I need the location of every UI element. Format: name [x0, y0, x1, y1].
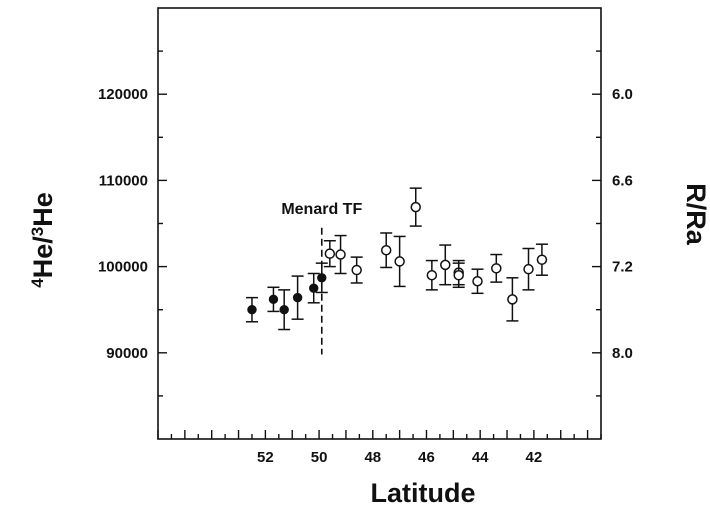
data-point-open — [491, 263, 502, 274]
x-tick-label: 48 — [364, 449, 381, 466]
svg-text:4He/3He: 4He/3He — [28, 192, 58, 287]
data-point-filled — [292, 292, 303, 303]
x-tick-label: 44 — [472, 449, 489, 466]
axis-ticks — [157, 50, 602, 439]
y-right-tick-label: 6.0 — [612, 86, 633, 103]
x-tick-labels: 52 50 48 46 44 42 — [257, 449, 542, 466]
x-tick-label: 50 — [311, 449, 328, 466]
data-point-filled — [279, 305, 289, 315]
data-point-open — [335, 249, 346, 260]
data-point-filled — [268, 294, 279, 305]
y-right-axis-title: R/Ra — [681, 183, 710, 245]
data-point-open — [351, 264, 362, 276]
y-left-tick-label: 120000 — [98, 86, 148, 103]
y-left-axis-title: 4He/3He — [28, 192, 58, 287]
y-left-tick-label: 90000 — [106, 345, 148, 362]
data-point-open — [324, 248, 336, 259]
data-point-filled — [309, 283, 319, 293]
data-point-open — [453, 269, 464, 281]
y-left-title-sup2: 3 — [28, 227, 47, 236]
x-tick-label: 52 — [257, 449, 274, 466]
y-right-title-text: R/Ra — [681, 183, 710, 245]
y-left-title-tail: He — [28, 192, 58, 227]
y-left-title-main: He/ — [28, 236, 58, 279]
data-point-open — [440, 259, 451, 271]
data-series — [245, 187, 548, 331]
y-right-tick-label: 6.6 — [612, 172, 633, 189]
y-left-tick-label: 110000 — [99, 172, 148, 189]
data-point-open — [394, 256, 405, 267]
data-point-open — [380, 244, 392, 256]
y-left-tick-labels: 90000 100000 110000 120000 — [98, 86, 148, 362]
plot-frame — [157, 7, 602, 440]
data-point-open — [472, 276, 483, 287]
menard-tf-label: Menard TF — [281, 201, 362, 218]
data-point-open — [536, 254, 548, 265]
annotation-layer: Menard TF — [281, 201, 362, 355]
y-left-title-sup1: 4 — [28, 278, 47, 288]
data-point-filled — [247, 305, 257, 315]
data-point-open — [410, 201, 421, 213]
x-axis-title: Latitude — [371, 478, 476, 508]
data-point-open — [426, 269, 438, 281]
y-left-tick-label: 100000 — [98, 259, 148, 276]
y-right-tick-label: 7.2 — [612, 259, 633, 276]
data-point-open — [507, 294, 518, 305]
series-filled — [245, 262, 328, 331]
series-open — [323, 187, 548, 322]
y-right-tick-label: 8.0 — [612, 345, 633, 362]
x-tick-label: 42 — [526, 449, 543, 466]
y-right-tick-labels: 6.0 6.6 7.2 8.0 — [612, 86, 633, 362]
x-tick-label: 46 — [418, 449, 435, 466]
data-point-filled — [317, 273, 327, 283]
data-point-open — [523, 263, 534, 275]
plot-border — [157, 7, 602, 440]
